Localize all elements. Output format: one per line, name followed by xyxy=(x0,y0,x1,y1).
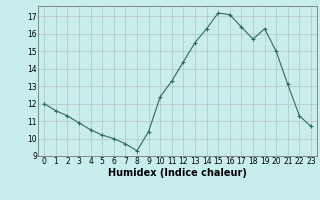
X-axis label: Humidex (Indice chaleur): Humidex (Indice chaleur) xyxy=(108,168,247,178)
